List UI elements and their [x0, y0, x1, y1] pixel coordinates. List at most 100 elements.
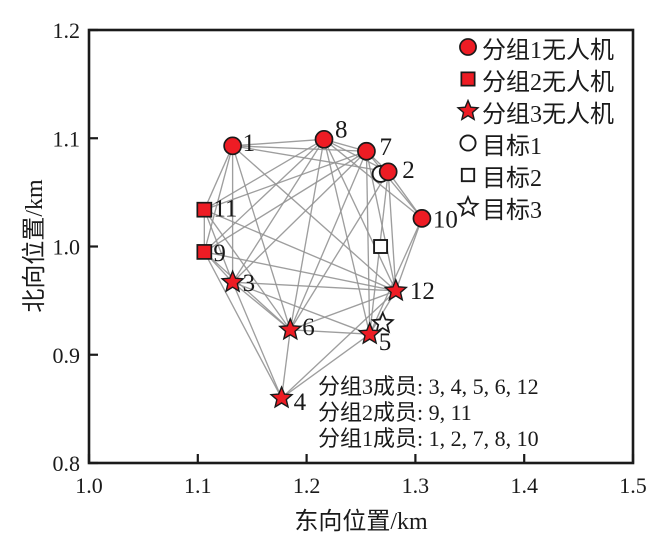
x-tick-label: 1.0 [75, 473, 103, 498]
legend: 分组1无人机 分组2无人机 分组3无人机 目标1 目标2 目标3 [455, 31, 614, 224]
uav-node-7 [357, 141, 376, 161]
y-axis-label: 北向位置/km [22, 179, 48, 313]
legend-item-group1-uav: 分组1无人机 [455, 31, 614, 64]
open-square-icon [460, 167, 476, 183]
open-square-icon [460, 167, 476, 183]
network-edge [281, 290, 397, 399]
network-edge [204, 251, 396, 292]
uav-node-6 [278, 317, 303, 341]
uav-markers [196, 129, 432, 409]
network-edge [387, 171, 397, 291]
network-edge [203, 138, 325, 211]
network-edge [232, 138, 325, 283]
legend-item-target3: 目标3 [455, 191, 614, 224]
uav-node-label-2: 2 [402, 157, 415, 184]
open-star-icon [456, 195, 480, 217]
uav-node-1 [223, 136, 242, 156]
y-tick-label: 1.1 [53, 126, 81, 151]
network-edge [203, 150, 367, 253]
group-members-annotation: 分组3成员: 3, 4, 5, 6, 12 分组2成员: 9, 11 分组1成员… [318, 374, 539, 452]
uav-node-2 [378, 162, 398, 182]
legend-item-target2: 目标2 [455, 159, 614, 192]
uav-node-label-6: 6 [302, 314, 315, 341]
network-edge [289, 171, 389, 331]
uav-node-5 [357, 321, 382, 345]
legend-label: 分组2无人机 [482, 69, 614, 96]
network-edge [395, 218, 423, 292]
network-edge [203, 251, 283, 399]
filled-star-icon [456, 99, 480, 121]
network-edge [232, 138, 325, 147]
uav-node-4 [269, 385, 294, 409]
legend-label: 分组3无人机 [482, 101, 614, 128]
filled-square-icon [460, 71, 476, 87]
uav-node-3 [220, 269, 245, 293]
network-edge [203, 138, 325, 253]
network-edges [203, 138, 423, 399]
network-edge [280, 329, 291, 399]
uav-node-label-10: 10 [433, 206, 458, 233]
uav-node-12 [383, 278, 409, 302]
y-tick-label: 0.9 [53, 343, 81, 368]
y-tick-label: 1.2 [53, 18, 81, 43]
uav-node-label-11: 11 [213, 196, 237, 223]
y-tick-label: 1.0 [53, 235, 81, 260]
x-tick-label: 1.4 [510, 473, 538, 498]
uav-node-label-7: 7 [379, 134, 392, 161]
x-tick-label: 1.5 [619, 473, 647, 498]
x-tick-label: 1.1 [184, 473, 212, 498]
uav-node-label-1: 1 [243, 130, 256, 157]
uav-node-label-3: 3 [243, 270, 256, 297]
network-edge [323, 139, 397, 292]
uav-node-8 [314, 129, 334, 149]
legend-item-group2-uav: 分组2无人机 [455, 63, 614, 96]
network-edge [365, 150, 423, 219]
target-marker-t2 [373, 239, 389, 254]
network-edge [232, 281, 370, 335]
open-star-icon [456, 195, 480, 217]
uav-node-label-5: 5 [379, 329, 392, 356]
group2-members-text: 分组2成员: 9, 11 [318, 400, 472, 425]
network-edge [365, 151, 397, 292]
open-circle-icon [459, 134, 477, 152]
legend-label: 目标3 [482, 197, 542, 224]
network-edge [203, 209, 291, 331]
uav-node-11 [196, 201, 213, 218]
network-edge [290, 329, 370, 335]
network-edge [365, 151, 371, 335]
group3-members-text: 分组3成员: 3, 4, 5, 6, 12 [318, 374, 539, 399]
plot-frame [87, 28, 635, 465]
legend-label: 目标2 [482, 165, 542, 192]
network-edge [231, 281, 283, 399]
group1-members-text: 分组1成员: 1, 2, 7, 8, 10 [318, 426, 539, 451]
network-edge [232, 145, 389, 173]
uav-node-label-8: 8 [335, 116, 348, 143]
x-axis-label: 东向位置/km [294, 509, 428, 535]
x-tick-label: 1.2 [293, 473, 321, 498]
uav-node-10 [412, 209, 432, 228]
uav-node-label-12: 12 [410, 278, 435, 305]
filled-star-icon [456, 99, 480, 121]
filled-circle-icon [459, 38, 477, 56]
network-edge [289, 139, 325, 330]
legend-label: 分组1无人机 [482, 37, 614, 64]
network-edge [369, 218, 423, 335]
network-edge [204, 209, 397, 292]
uav-node-label-9: 9 [213, 240, 226, 267]
legend-item-target1: 目标1 [455, 127, 614, 160]
network-edge [323, 138, 423, 219]
open-circle-icon [459, 134, 477, 152]
legend-label: 目标1 [482, 133, 542, 160]
uav-node-9 [196, 244, 213, 260]
network-edge [203, 145, 234, 210]
network-edge [203, 209, 234, 283]
network-edge [323, 139, 371, 335]
network-edge [289, 150, 368, 331]
x-tick-label: 1.3 [402, 473, 430, 498]
network-edge [203, 145, 234, 253]
filled-circle-icon [459, 38, 477, 56]
legend-item-group3-uav: 分组3无人机 [455, 95, 614, 128]
network-edge [204, 150, 367, 211]
